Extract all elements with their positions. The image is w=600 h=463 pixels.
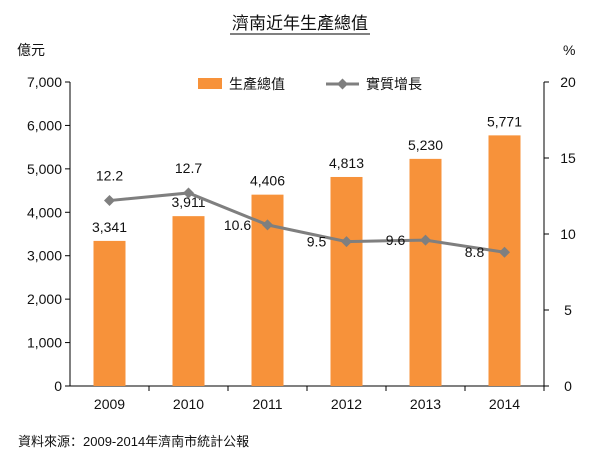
left-y-tick-label: 4,000 [27, 204, 62, 220]
growth-point [104, 195, 115, 207]
legend-line-marker [337, 78, 348, 90]
bar [93, 240, 126, 386]
right-y-tick-label: 10 [560, 226, 576, 242]
left-y-tick-label: 1,000 [27, 335, 62, 351]
growth-point [420, 234, 431, 246]
legend-line-label: 實質增長 [366, 76, 422, 92]
growth-value-label: 10.6 [224, 217, 251, 233]
left-y-tick-label: 5,000 [27, 161, 62, 177]
bar-value-label: 3,911 [172, 194, 206, 210]
legend-bar-label: 生產總值 [229, 76, 285, 92]
bar [330, 176, 363, 386]
left-y-tick-label: 3,000 [27, 248, 62, 264]
bar [409, 158, 442, 386]
left-y-tick-label: 0 [54, 378, 62, 394]
plot-area: 0 1,000 2,000 3,000 4,000 5,000 6,000 7,000 0 5 10… [27, 74, 576, 412]
growth-point [499, 246, 510, 258]
left-y-tick-label: 6,000 [27, 117, 62, 133]
x-tick-label: 2013 [410, 396, 441, 412]
x-tick-label: 2010 [173, 396, 204, 412]
growth-value-label: 9.5 [307, 234, 327, 250]
bar-value-label: 4,813 [329, 155, 364, 171]
right-y-tick-label: 0 [564, 378, 572, 394]
bar [488, 135, 521, 386]
growth-value-label: 12.7 [175, 160, 202, 176]
right-y-tick-label: 5 [564, 302, 572, 318]
bar-value-label: 5,771 [487, 113, 522, 129]
right-y-tick-label: 15 [560, 150, 576, 166]
growth-point [341, 236, 352, 248]
right-y-tick-label: 20 [560, 74, 576, 90]
bar [172, 216, 205, 386]
x-tick-label: 2009 [94, 396, 125, 412]
growth-point [262, 219, 273, 231]
x-tick-label: 2011 [252, 396, 282, 412]
growth-value-label: 9.6 [386, 232, 406, 248]
growth-value-label: 12.2 [96, 168, 123, 184]
x-tick-label: 2012 [331, 396, 362, 412]
growth-value-label: 8.8 [465, 244, 485, 260]
bar-value-label: 3,341 [92, 219, 127, 235]
left-y-tick-label: 7,000 [27, 74, 62, 90]
bar-value-label: 5,230 [408, 137, 443, 153]
bar-value-label: 4,406 [250, 173, 285, 189]
growth-point [183, 187, 194, 199]
left-axis-unit: 億元 [17, 42, 45, 58]
growth-line [109, 191, 505, 254]
chart-title: 濟南近年生產總值 [232, 14, 368, 33]
right-axis-unit: % [563, 42, 575, 58]
left-y-tick-label: 2,000 [27, 291, 62, 307]
x-tick-label: 2014 [489, 396, 520, 412]
source-note: 資料來源：2009-2014年濟南市統計公報 [18, 434, 249, 449]
legend-bar-swatch [198, 78, 222, 89]
